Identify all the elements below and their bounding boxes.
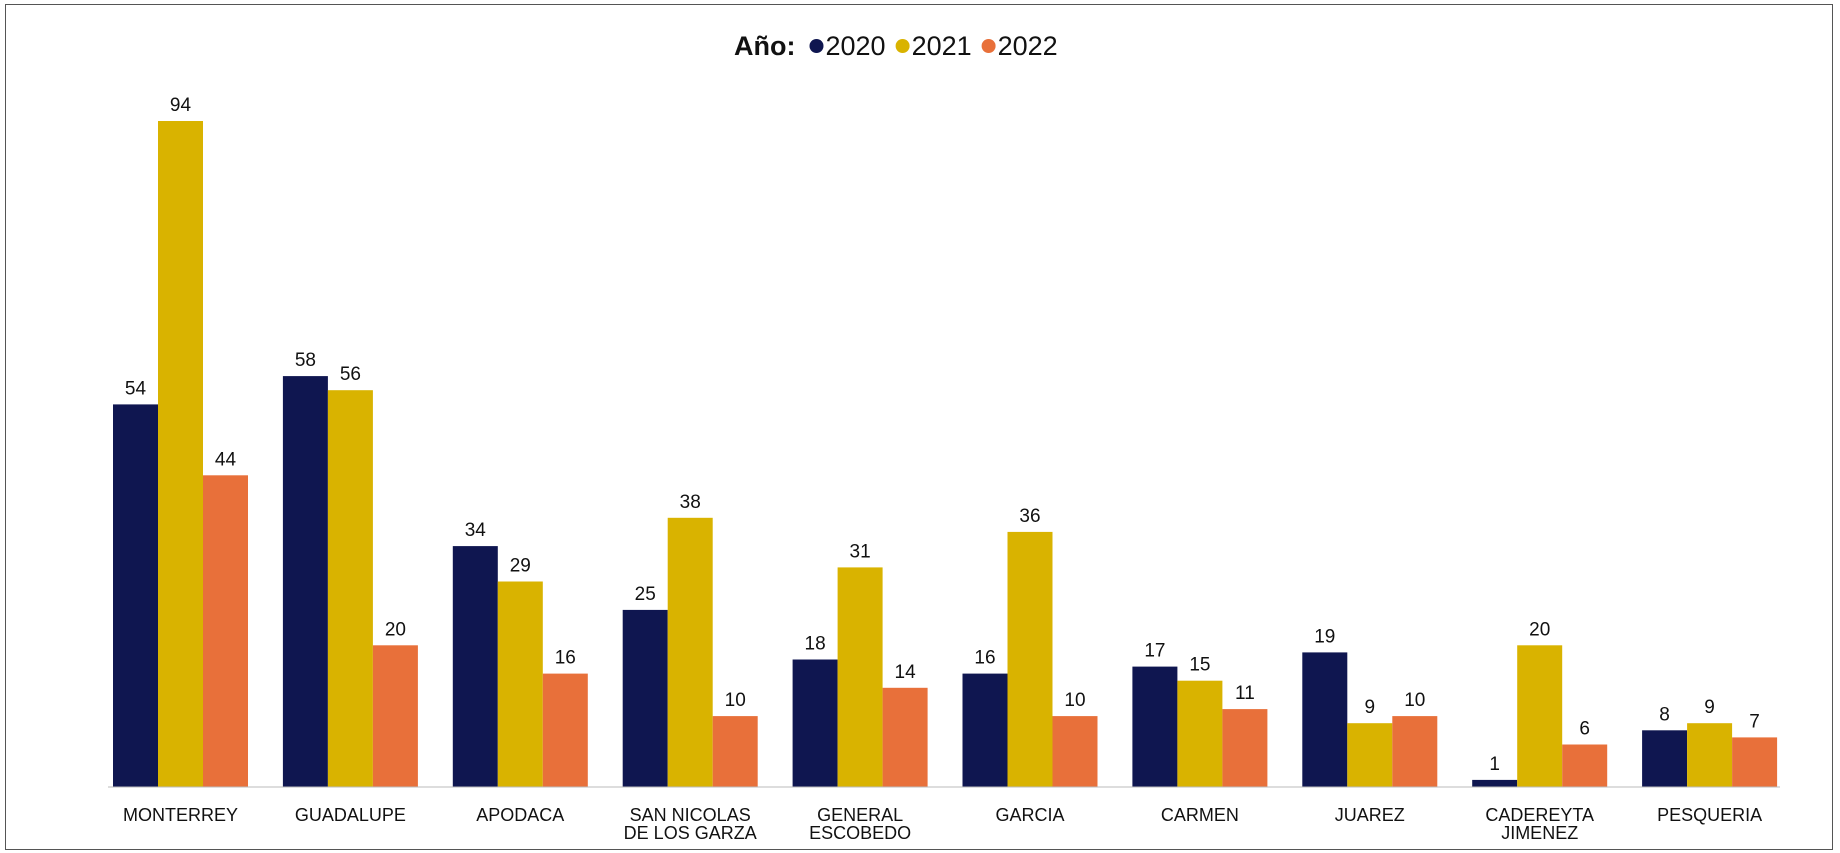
- value-label-2020-5: 16: [974, 648, 995, 669]
- bar-2021-4: [837, 567, 883, 787]
- bar-2021-9: [1687, 723, 1733, 787]
- value-label-2022-8: 6: [1579, 719, 1590, 740]
- bar-2021-1: [327, 390, 373, 787]
- value-label-2022-4: 14: [895, 662, 917, 683]
- value-label-2020-4: 18: [805, 634, 826, 655]
- category-label-6: CARMEN: [1161, 805, 1239, 825]
- bar-2020-2: [452, 546, 498, 787]
- value-label-2020-1: 58: [295, 350, 316, 371]
- legend-marker-2022: [981, 39, 996, 53]
- bar-2021-5: [1007, 531, 1053, 787]
- legend-marker-2021: [895, 39, 910, 53]
- bar-2022-8: [1562, 744, 1608, 787]
- value-label-2021-1: 56: [340, 364, 361, 385]
- bar-2022-4: [882, 687, 928, 787]
- bar-2022-6: [1222, 709, 1268, 787]
- bar-2021-6: [1177, 680, 1223, 787]
- category-labels-group: MONTERREY GUADALUPE APODACA SAN NICOLAS DE L…: [123, 805, 1762, 843]
- value-label-2022-9: 7: [1749, 711, 1760, 732]
- bar-2020-9: [1642, 730, 1688, 787]
- value-label-2020-7: 19: [1314, 626, 1335, 647]
- bar-2022-0: [203, 475, 248, 787]
- category-label-7: JUAREZ: [1335, 805, 1405, 825]
- bar-2021-7: [1347, 723, 1393, 787]
- bar-2022-3: [712, 716, 758, 787]
- bar-2022-2: [542, 673, 588, 787]
- value-label-2022-1: 20: [385, 619, 406, 640]
- legend-label-2020: 2020: [826, 31, 886, 61]
- legend-label-2022: 2022: [998, 31, 1058, 61]
- category-label-9: PESQUERIA: [1657, 805, 1762, 825]
- bar-2020-4: [792, 659, 838, 787]
- value-label-2021-3: 38: [680, 492, 701, 513]
- bar-2020-3: [622, 609, 668, 787]
- bar-2022-7: [1392, 716, 1438, 787]
- value-label-2021-5: 36: [1019, 506, 1040, 527]
- category-label-1: GUADALUPE: [295, 805, 406, 825]
- value-label-2020-3: 25: [635, 584, 656, 605]
- legend: Año: 2020 2021 2022: [734, 31, 1058, 61]
- legend-marker-2020: [809, 39, 824, 53]
- value-label-2021-9: 9: [1704, 697, 1715, 718]
- value-label-2022-3: 10: [725, 690, 746, 711]
- category-label-8: CADEREYTA JIMENEZ: [1485, 805, 1594, 843]
- value-label-2021-4: 31: [850, 541, 871, 562]
- category-label-2: APODACA: [476, 805, 564, 825]
- bars-group: [113, 121, 1778, 787]
- bar-2021-3: [667, 517, 713, 787]
- value-labels-group: 5494445856203429162538101831141636101715…: [125, 95, 1760, 775]
- bar-2020-6: [1132, 666, 1178, 787]
- value-label-2021-0: 94: [170, 95, 192, 116]
- bar-2020-1: [282, 376, 328, 787]
- bar-2022-1: [372, 645, 418, 787]
- bar-2021-2: [497, 581, 543, 787]
- value-label-2020-0: 54: [125, 378, 147, 399]
- value-label-2021-6: 15: [1189, 655, 1210, 676]
- bar-2020-7: [1302, 652, 1348, 787]
- bar-2022-9: [1732, 737, 1778, 787]
- value-label-2020-8: 1: [1489, 754, 1500, 775]
- legend-label-2021: 2021: [912, 31, 972, 61]
- bar-2020-0: [113, 404, 158, 787]
- value-label-2022-0: 44: [215, 449, 237, 470]
- value-label-2021-2: 29: [510, 556, 531, 577]
- legend-title: Año:: [734, 31, 795, 61]
- value-label-2022-6: 11: [1235, 683, 1255, 704]
- category-label-4: GENERAL ESCOBEDO: [809, 805, 911, 843]
- category-label-3: SAN NICOLAS DE LOS GARZA: [624, 805, 757, 843]
- category-label-5: GARCIA: [995, 805, 1064, 825]
- value-label-2022-7: 10: [1404, 690, 1425, 711]
- value-label-2021-7: 9: [1365, 697, 1376, 718]
- value-label-2022-2: 16: [555, 648, 576, 669]
- bar-2021-8: [1517, 645, 1563, 787]
- bar-2022-5: [1052, 716, 1098, 787]
- value-label-2021-8: 20: [1529, 619, 1550, 640]
- bar-2020-8: [1472, 779, 1518, 787]
- value-label-2020-9: 8: [1659, 704, 1670, 725]
- value-label-2020-2: 34: [465, 520, 487, 541]
- category-label-0: MONTERREY: [123, 805, 238, 825]
- bar-2020-5: [962, 673, 1008, 787]
- value-label-2020-6: 17: [1144, 641, 1165, 662]
- value-label-2022-5: 10: [1064, 690, 1085, 711]
- bar-2021-0: [158, 121, 203, 787]
